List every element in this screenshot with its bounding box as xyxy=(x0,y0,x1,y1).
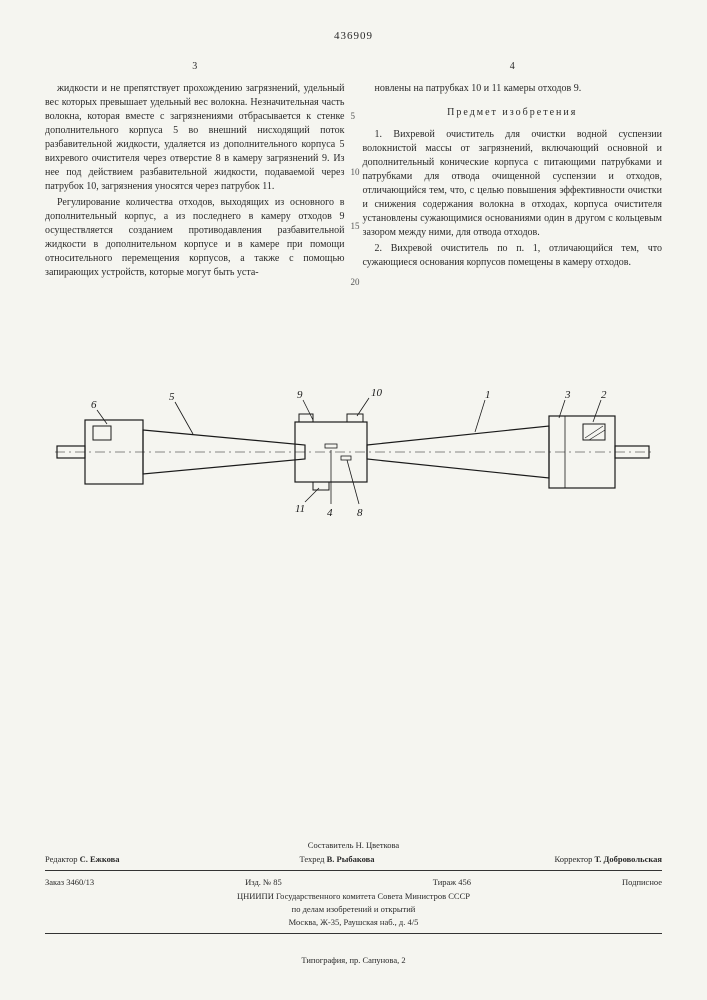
left-para-2: Регулирование количества отходов, выходя… xyxy=(45,196,345,280)
line-marker-20: 20 xyxy=(351,276,360,289)
chamber-port-11 xyxy=(313,482,329,490)
callout-11 xyxy=(305,488,319,502)
left-housing-port xyxy=(93,426,111,440)
right-para-1: новлены на патрубках 10 и 11 камеры отхо… xyxy=(363,82,663,96)
right-column: 4 5 10 15 20 новлены на патрубках 10 и 1… xyxy=(363,60,663,282)
callout-2 xyxy=(593,400,601,422)
left-para-1: жидкости и не препятствует прохождению з… xyxy=(45,82,345,194)
figure-svg: 6 5 9 10 1 3 2 11 4 8 xyxy=(45,312,662,592)
right-para-2: 1. Вихревой очиститель для очистки водно… xyxy=(363,128,663,240)
line-marker-5: 5 xyxy=(351,110,356,123)
technical-figure: 6 5 9 10 1 3 2 11 4 8 xyxy=(45,312,662,592)
callout-3 xyxy=(559,400,565,418)
callout-1 xyxy=(475,400,485,432)
izd-num: Изд. № 85 xyxy=(245,877,282,887)
label-4: 4 xyxy=(327,507,333,519)
label-9: 9 xyxy=(297,389,303,401)
compiler-label: Составитель xyxy=(308,840,354,850)
typography-line: Типография, пр. Сапунова, 2 xyxy=(45,955,662,965)
label-2: 2 xyxy=(601,389,607,401)
callout-5 xyxy=(175,402,193,434)
label-3: 3 xyxy=(564,389,571,401)
hatch-2 xyxy=(589,430,605,440)
org-line-2: по делам изобретений и открытий xyxy=(45,904,662,914)
order-num: Заказ 3460/13 xyxy=(45,877,94,887)
footer-divider-1 xyxy=(45,870,662,871)
document-number: 436909 xyxy=(45,30,662,42)
left-col-number: 3 xyxy=(45,60,345,74)
line-marker-10: 10 xyxy=(351,166,360,179)
podpisnoe: Подписное xyxy=(622,877,662,887)
left-housing xyxy=(85,420,143,484)
hatch-1 xyxy=(585,426,603,438)
right-para-3: 2. Вихревой очиститель по п. 1, отличающ… xyxy=(363,242,663,270)
org-line-1: ЦНИИПИ Государственного комитета Совета … xyxy=(45,891,662,901)
gap-4 xyxy=(325,444,337,448)
label-5: 5 xyxy=(169,391,175,403)
footer-divider-2 xyxy=(45,933,662,934)
label-6: 6 xyxy=(91,399,97,411)
label-11: 11 xyxy=(295,503,305,515)
chamber-port-10 xyxy=(347,414,363,422)
print-info-row: Заказ 3460/13 Изд. № 85 Тираж 456 Подпис… xyxy=(45,877,662,887)
compiler-row: Составитель Н. Цветкова xyxy=(45,840,662,850)
callout-10 xyxy=(357,398,369,416)
editor: Редактор С. Ежкова xyxy=(45,854,120,864)
text-columns: 3 жидкости и не препятствует прохождению… xyxy=(45,60,662,282)
callout-9 xyxy=(303,400,313,420)
right-col-number: 4 xyxy=(363,60,663,74)
tirazh: Тираж 456 xyxy=(433,877,471,887)
footer: Составитель Н. Цветкова Редактор С. Ежко… xyxy=(45,837,662,940)
line-marker-15: 15 xyxy=(351,220,360,233)
label-1: 1 xyxy=(485,389,491,401)
left-column: 3 жидкости и не препятствует прохождению… xyxy=(45,60,345,282)
address-line: Москва, Ж-35, Раушская наб., д. 4/5 xyxy=(45,917,662,927)
label-10: 10 xyxy=(371,387,383,399)
corrector: Корректор Т. Добровольская xyxy=(554,854,662,864)
label-8: 8 xyxy=(357,507,363,519)
tech: Техред В. Рыбакова xyxy=(299,854,374,864)
invention-heading: Предмет изобретения xyxy=(363,106,663,120)
compiler-name: Н. Цветкова xyxy=(356,840,400,850)
callout-6 xyxy=(97,410,107,424)
gap-8 xyxy=(341,456,351,460)
staff-row: Редактор С. Ежкова Техред В. Рыбакова Ко… xyxy=(45,854,662,864)
